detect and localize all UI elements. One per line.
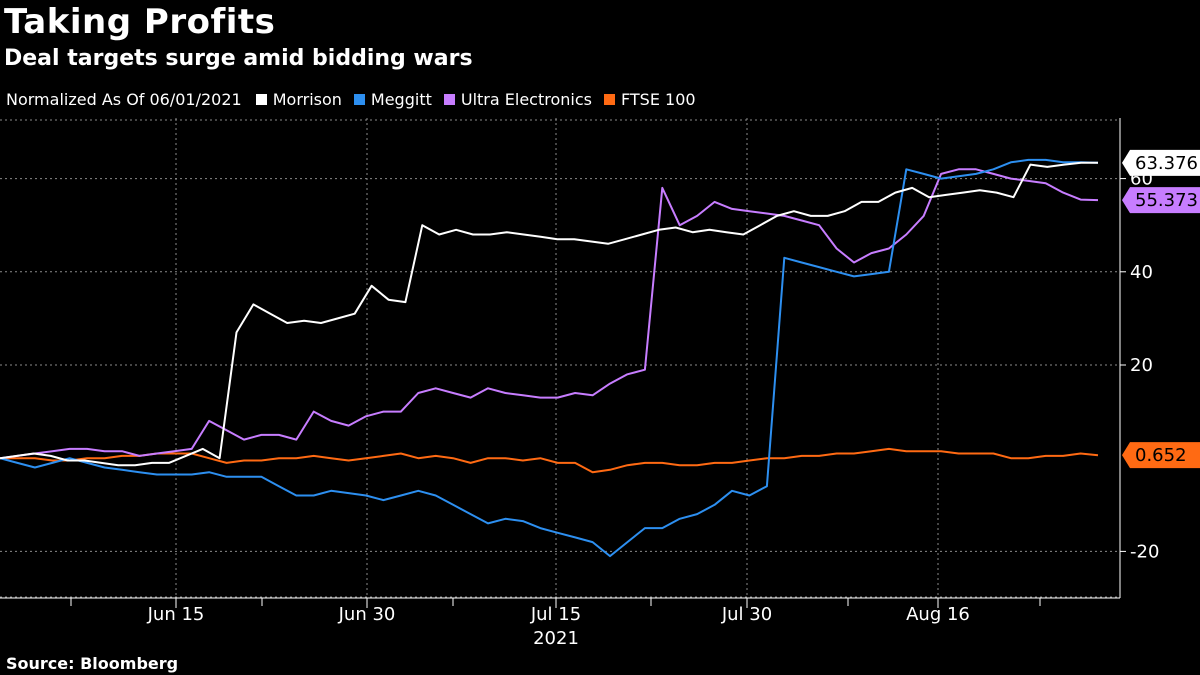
x-tick-label: Jun 15: [147, 604, 205, 625]
source-note: Source: Bloomberg: [6, 654, 179, 673]
legend-swatch-ftse: [603, 94, 615, 105]
legend-swatch-meggitt: [353, 94, 365, 105]
legend-label-ftse: FTSE 100: [620, 90, 696, 109]
end-label-tag-morrison: [1122, 149, 1200, 176]
legend-label-meggitt: Meggitt: [370, 90, 432, 109]
chart-title: Taking Profits: [4, 2, 276, 42]
x-tick-label: Jul 15: [530, 604, 581, 625]
legend-label-ultra: Ultra Electronics: [460, 90, 592, 109]
end-label-tag-ftse-100: [1122, 442, 1200, 469]
legend-item-meggitt: Meggitt: [353, 90, 432, 109]
legend: Normalized As Of 06/01/2021 Morrison Meg…: [6, 90, 708, 109]
legend-swatch-ultra: [443, 94, 455, 105]
x-tick-label: Aug 16: [906, 604, 970, 625]
end-label-morrison: 63.376: [1135, 153, 1198, 174]
end-label-ftse-100: 0.652: [1135, 445, 1187, 466]
legend-swatch-morrison: [255, 94, 267, 105]
x-tick-label: Jul 30: [721, 604, 772, 625]
series-line-ftse-100: [0, 447, 1099, 474]
x-tick-label: Jun 30: [338, 604, 396, 625]
y-tick-label: -20: [1130, 541, 1159, 562]
legend-item-ultra: Ultra Electronics: [443, 90, 592, 109]
end-label-ultra-electronics: 55.373: [1135, 190, 1198, 211]
y-tick-label: 20: [1130, 355, 1153, 376]
chart-subtitle: Deal targets surge amid bidding wars: [4, 46, 473, 71]
legend-item-ftse: FTSE 100: [603, 90, 696, 109]
legend-normalized-note: Normalized As Of 06/01/2021: [6, 90, 242, 109]
end-label-tag-ultra-electronics: [1122, 187, 1200, 214]
series-line-ultra-electronics: [0, 168, 1099, 460]
series-line-meggitt: [0, 158, 1099, 558]
y-tick-label: 40: [1130, 262, 1153, 283]
series-line-morrison: [0, 161, 1098, 467]
legend-label-morrison: Morrison: [272, 90, 342, 109]
x-year-label: 2021: [533, 628, 579, 649]
legend-item-morrison: Morrison: [255, 90, 342, 109]
